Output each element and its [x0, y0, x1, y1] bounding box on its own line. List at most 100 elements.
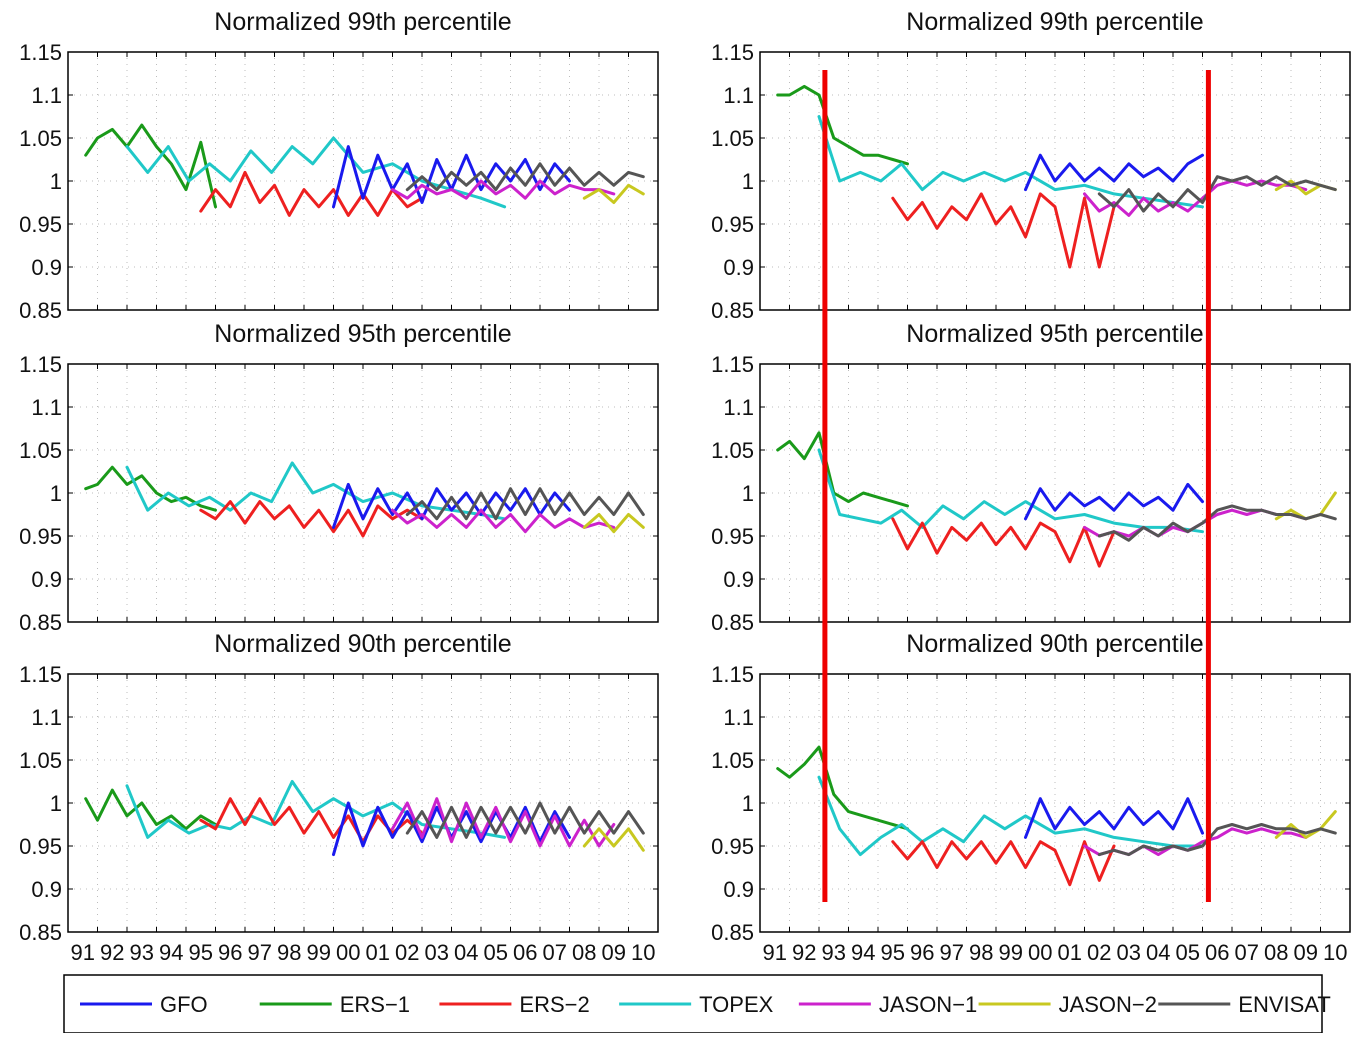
y-tick-label: 1.1	[723, 83, 754, 108]
y-tick-label: 0.85	[711, 610, 754, 635]
legend-label: JASON−1	[879, 992, 977, 1017]
series-line-jason-1	[1083, 179, 1308, 217]
y-tick-label: 1.05	[19, 126, 62, 151]
x-tick-label: 04	[1146, 940, 1170, 965]
series-line-gfo	[1024, 482, 1204, 521]
panel-title: Normalized 90th percentile	[214, 630, 511, 658]
x-tick-label: 91	[71, 940, 95, 965]
series-line-envisat	[405, 162, 645, 192]
legend-label: ERS−2	[519, 992, 589, 1017]
y-tick-label: 0.95	[19, 834, 62, 859]
y-tick-label: 0.85	[19, 610, 62, 635]
x-tick-label: 08	[1264, 940, 1288, 965]
series-line-ers-1	[776, 745, 909, 831]
x-tick-label: 06	[1205, 940, 1229, 965]
axes-frame	[759, 673, 1351, 933]
series-line-jason-1	[391, 797, 616, 848]
series-line-ers-2	[891, 192, 1116, 269]
y-tick-label: 0.85	[19, 920, 62, 945]
grid	[760, 674, 1350, 932]
series-line-gfo	[1024, 797, 1204, 839]
x-tick-label: 98	[277, 940, 301, 965]
x-tick-label: 98	[969, 940, 993, 965]
x-tick-label: 06	[513, 940, 537, 965]
series-line-jason-2	[582, 827, 645, 852]
series-line-gfo	[1024, 153, 1204, 192]
panel-title: Normalized 95th percentile	[906, 320, 1203, 348]
y-tick-label: 0.95	[711, 524, 754, 549]
series-line-ers-1	[84, 123, 217, 209]
x-tick-label: 10	[631, 940, 655, 965]
x-tick-label: 97	[940, 940, 964, 965]
x-tick-label: 94	[851, 940, 875, 965]
y-tick-label: 0.9	[723, 255, 754, 280]
legend-label: GFO	[160, 992, 208, 1017]
y-tick-label: 1	[50, 169, 62, 194]
y-tick-label: 0.95	[19, 524, 62, 549]
panel-title: Normalized 95th percentile	[214, 320, 511, 348]
y-tick-label: 1	[742, 169, 754, 194]
axes-frame	[759, 51, 1351, 311]
series-line-ers-2	[199, 170, 424, 217]
legend: GFO ERS−1 ERS−2 TOPEX JASON−1 JASON−2 ENVISAT	[63, 974, 1331, 1034]
y-tick-label: 0.85	[711, 920, 754, 945]
y-tick-label: 0.85	[19, 298, 62, 323]
x-tick-label: 02	[1087, 940, 1111, 965]
legend-label: JASON−2	[1059, 992, 1157, 1017]
x-tick-label: 04	[454, 940, 478, 965]
grid	[68, 52, 658, 310]
series-line-envisat	[1097, 175, 1337, 213]
x-tick-label: 92	[100, 940, 124, 965]
x-tick-label: 01	[1058, 940, 1082, 965]
series-line-topex	[817, 775, 1204, 857]
y-tick-label: 1.15	[19, 662, 62, 687]
series-line-gfo	[332, 482, 571, 529]
series-line-jason-1	[391, 179, 616, 200]
x-tick-label: 92	[792, 940, 816, 965]
series-line-envisat	[405, 801, 645, 839]
y-tick-label: 1	[742, 481, 754, 506]
series-line-topex	[125, 461, 507, 521]
axes-frame	[67, 673, 659, 933]
x-tick-label: 07	[1235, 940, 1259, 965]
series-line-envisat	[405, 487, 645, 521]
y-tick-label: 0.9	[31, 877, 62, 902]
x-tick-label: 03	[425, 940, 449, 965]
x-tick-label: 95	[881, 940, 905, 965]
series-line-envisat	[1097, 823, 1337, 857]
series-line-topex	[817, 448, 1204, 534]
y-tick-label: 0.9	[31, 567, 62, 592]
panel-title: Normalized 90th percentile	[906, 630, 1203, 658]
series-line-ers-2	[891, 517, 1116, 568]
series-line-ers-1	[84, 465, 217, 512]
x-tick-label: 91	[763, 940, 787, 965]
legend-label: ERS−1	[340, 992, 410, 1017]
y-tick-label: 0.9	[31, 255, 62, 280]
y-tick-label: 0.95	[711, 212, 754, 237]
y-tick-label: 1.1	[31, 83, 62, 108]
x-tick-label: 03	[1117, 940, 1141, 965]
panel-2: Normalized 95th percentile 0.85 0.9 0.95 1 1.…	[19, 320, 659, 635]
x-tick-label: 10	[1323, 940, 1347, 965]
y-tick-label: 0.95	[711, 834, 754, 859]
y-tick-label: 1.05	[711, 748, 754, 773]
series-line-jason-1	[391, 508, 616, 534]
x-tick-label: 93	[822, 940, 846, 965]
axes-frame	[67, 51, 659, 311]
series-line-jason-2	[582, 183, 645, 204]
series-line-ers-2	[199, 500, 424, 538]
series-line-envisat	[1097, 504, 1337, 542]
legend-label: TOPEX	[699, 992, 774, 1017]
y-tick-label: 1.15	[19, 40, 62, 65]
axes-frame	[759, 363, 1351, 623]
panel-3: Normalized 90th percentile 0.85 0.9 0.95 1 1.…	[19, 630, 659, 965]
x-tick-label: 99	[307, 940, 331, 965]
panel-5: Normalized 95th percentile 0.85 0.9 0.95 1 1.…	[711, 320, 1351, 635]
x-tick-label: 00	[1028, 940, 1052, 965]
series-line-ers-1	[776, 84, 909, 166]
x-tick-label: 05	[1176, 940, 1200, 965]
x-tick-label: 93	[130, 940, 154, 965]
y-tick-label: 1	[50, 791, 62, 816]
y-tick-label: 1	[742, 791, 754, 816]
